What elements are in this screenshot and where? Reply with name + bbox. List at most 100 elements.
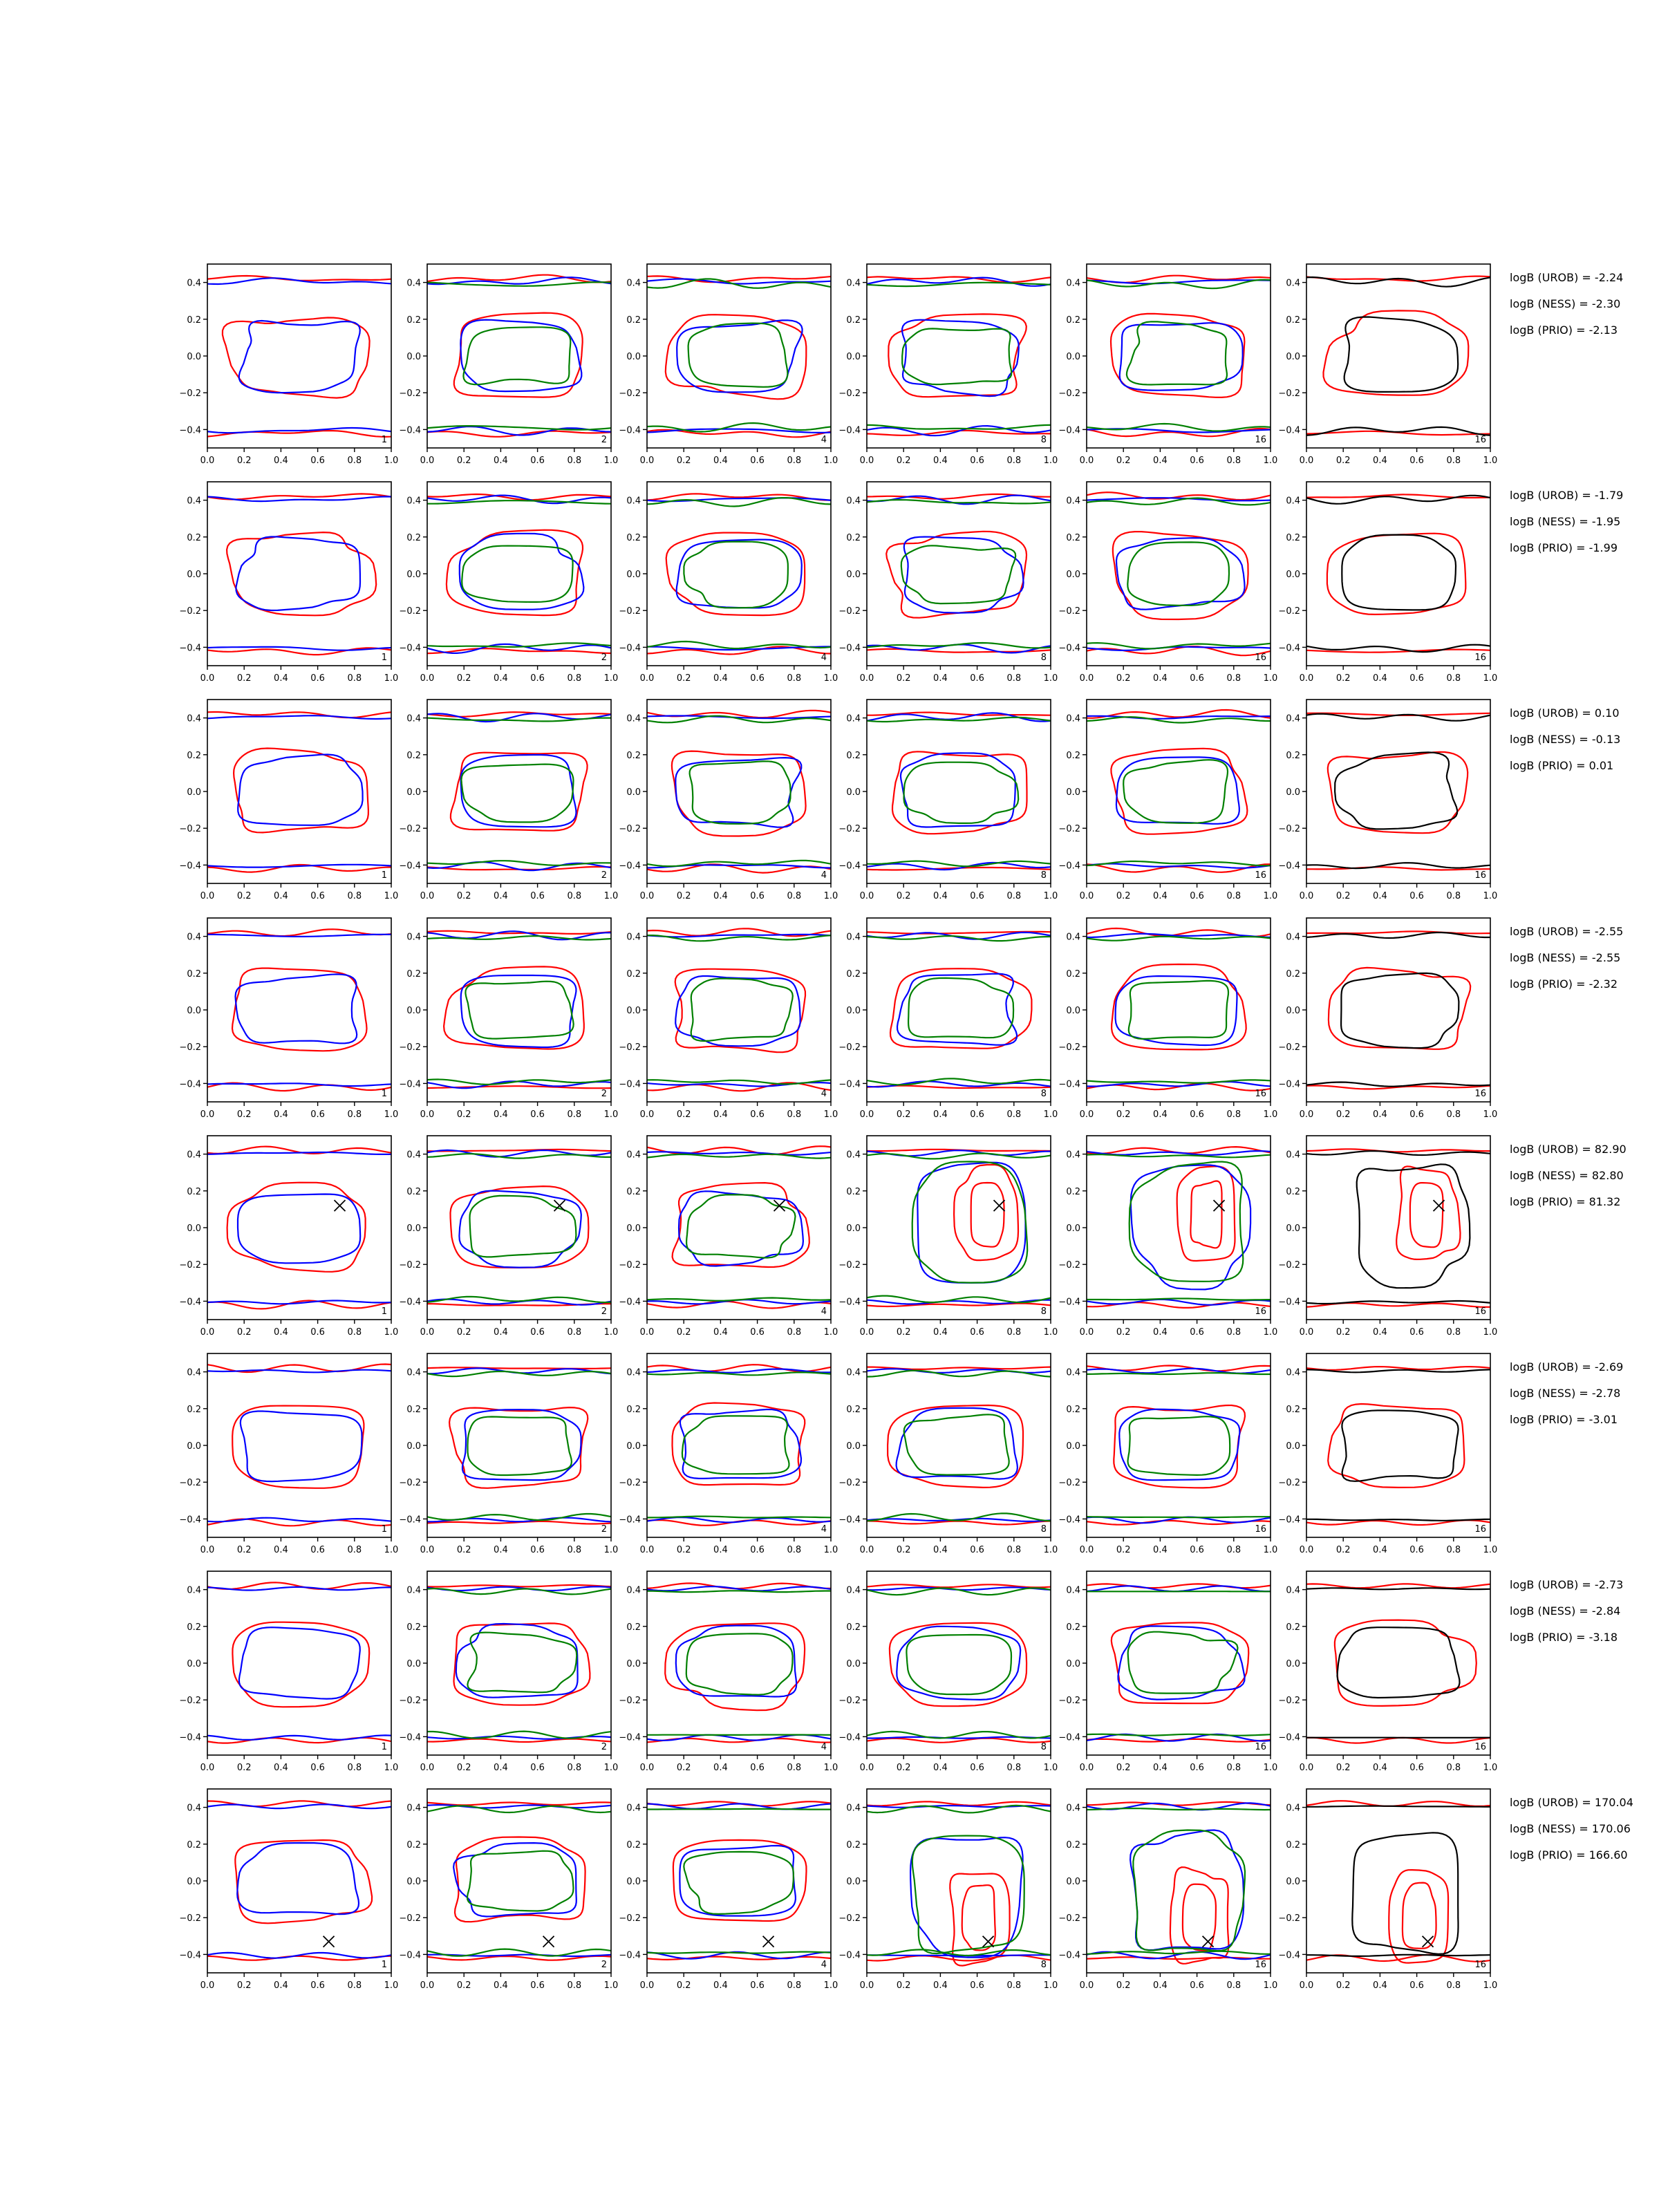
y-tick-label: 0.2 [187,969,201,980]
axes-frame [646,699,832,884]
y-tick-label: 0.4 [846,1150,861,1161]
panel-corner-label: 1 [382,1306,387,1317]
y-tick-label: 0.4 [187,1586,201,1596]
panel-r1-c1: 0.0 0.2 0.4 0.6 0.8 1.0 0.4 0.2 0.0 −0.2 −0.4 1 [179,263,398,466]
x-tick-label: 1.0 [1264,456,1278,466]
x-tick-label: 0.0 [1080,673,1094,684]
x-tick-label: 0.8 [787,1980,801,1991]
contour-red-bottom [867,1302,1051,1308]
contour-red-loop [233,747,369,834]
x-tick-label: 0.8 [1006,1109,1021,1120]
contour-red-top [1306,1148,1490,1153]
y-tick-label: 0.2 [846,1187,861,1197]
x-tick-label: 0.8 [1006,456,1021,466]
contour-red-bottom [207,1300,391,1310]
x-tick-label: 0.6 [1190,1327,1204,1338]
y-tick-label: 0.0 [1066,1441,1080,1452]
y-tick-label: 0.0 [846,787,861,798]
x-tick-label: 0.0 [200,1545,215,1555]
y-tick-label: 0.2 [406,1840,421,1850]
contour-green-loop [460,763,574,823]
contour-red-loop [449,1407,589,1489]
x-marker [322,1936,335,1948]
contour-red-loop [671,1402,806,1486]
y-tick-label: 0.0 [187,1659,201,1669]
y-tick-label: 0.0 [1286,1224,1300,1234]
x-tick-label: 0.6 [530,1327,545,1338]
y-tick-label: −0.2 [179,1913,201,1924]
x-tick-label: 1.0 [824,891,838,901]
panel-corner-label: 8 [1041,1306,1047,1317]
contour-green-bottom [867,1949,1051,1957]
y-tick-label: −0.2 [179,1042,201,1053]
x-tick-label: 0.8 [787,891,801,901]
contour-red-top [207,928,391,937]
x-tick-label: 0.0 [860,1109,874,1120]
contour-green-top [427,281,611,287]
panel-corner-label: 1 [382,1960,387,1970]
contour-blue-bottom [1087,1080,1271,1087]
x-tick-label: 0.4 [713,1980,728,1991]
contour-green-loop [688,760,791,825]
y-tick-label: −0.2 [1278,1042,1300,1053]
x-tick-label: 0.6 [1190,673,1204,684]
contour-red-top [647,275,831,283]
contour-blue-bottom [207,1951,391,1959]
y-tick-label: 0.2 [626,1622,641,1633]
contour-black-loop [1341,534,1457,611]
x-tick-label: 0.2 [237,1763,252,1773]
x-tick-label: 1.0 [1264,1763,1278,1773]
contour-blue-top [207,1803,391,1810]
panel-corner-label: 4 [821,1306,827,1317]
contour-green-top [647,935,831,942]
x-tick-label: 0.6 [310,1109,325,1120]
x-tick-label: 0.8 [1446,891,1461,901]
x-tick-label: 1.0 [604,1327,619,1338]
contour-blue-top [1087,279,1271,285]
y-tick-label: 0.4 [626,279,641,289]
x-tick-label: 1.0 [1044,1763,1058,1773]
x-tick-label: 0.2 [677,1545,691,1555]
x-tick-label: 0.4 [933,1327,948,1338]
contour-blue-bottom [867,861,1051,871]
y-tick-label: −0.2 [619,824,641,834]
y-tick-label: 0.0 [846,1006,861,1016]
contour-blue-loop [237,753,364,826]
contour-green-loop [685,1633,794,1696]
y-tick-label: −0.4 [399,861,421,871]
y-tick-label: 0.4 [406,1586,421,1596]
x-tick-label: 0.8 [347,456,362,466]
contour-green-loop [908,977,1015,1039]
x-tick-label: 0.6 [750,1763,765,1773]
y-tick-label: −0.4 [179,1950,201,1960]
panel-corner-label: 16 [1255,1524,1266,1535]
x-tick-label: 0.0 [200,1327,215,1338]
x-tick-label: 0.6 [970,1109,984,1120]
x-tick-label: 0.0 [1080,1545,1094,1555]
y-tick-label: −0.2 [838,388,861,399]
panel-r1-c4: 0.0 0.2 0.4 0.6 0.8 1.0 0.4 0.2 0.0 −0.2 −0.4 8 [838,263,1058,466]
panel-r6-c2: 0.0 0.2 0.4 0.6 0.8 1.0 0.4 0.2 0.0 −0.2 −0.4 2 [399,1353,618,1555]
contour-black-loop [1340,972,1460,1049]
x-tick-label: 0.2 [1116,456,1131,466]
contour-blue-top [207,496,391,503]
x-tick-label: 0.2 [897,891,911,901]
x-tick-label: 0.4 [274,1109,288,1120]
contour-blue-loop [460,319,583,393]
x-tick-label: 0.8 [1226,1109,1241,1120]
contour-red-loop [226,1181,366,1273]
contour-red-top [1306,1366,1490,1371]
contour-blue-loop [458,1190,582,1268]
x-tick-label: 0.4 [494,673,508,684]
x-tick-label: 0.0 [1080,1980,1094,1991]
contour-green-top [1087,279,1271,290]
contour-red-loop [232,1405,365,1489]
x-tick-label: 0.4 [713,1327,728,1338]
x-tick-label: 1.0 [1483,1327,1498,1338]
x-tick-label: 0.0 [1300,1109,1314,1120]
panel-corner-label: 16 [1474,1742,1486,1752]
y-tick-label: −0.2 [1058,824,1080,834]
y-tick-label: −0.2 [1278,1478,1300,1488]
logb-annotation: logB (NESS) = -2.55 [1510,951,1620,964]
contour-green-top [867,499,1051,505]
